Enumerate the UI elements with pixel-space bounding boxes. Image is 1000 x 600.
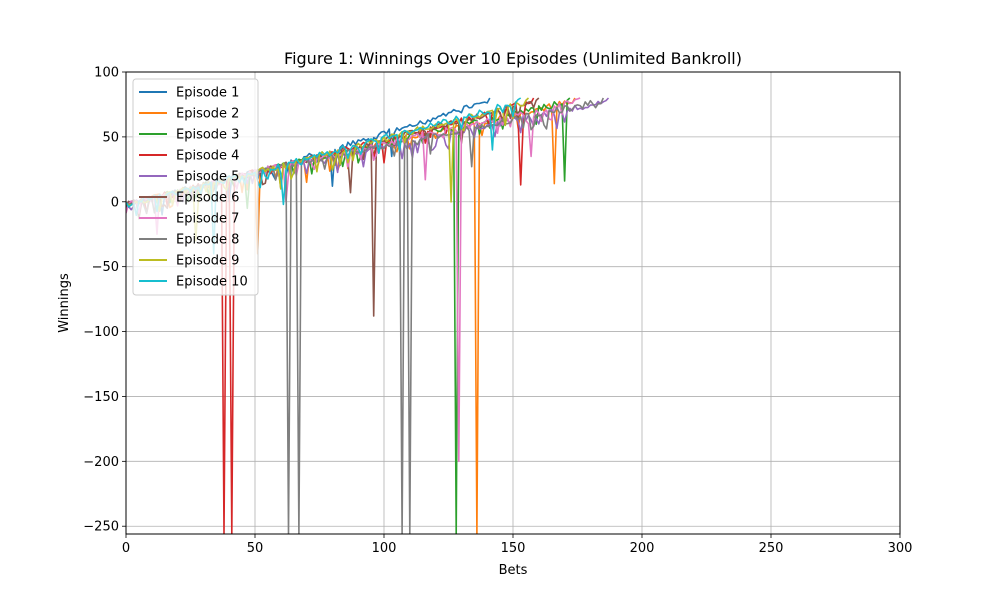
- y-axis-label: Winnings: [57, 273, 72, 333]
- ticks: 0 50 100 150 200 250 300 −250 −200 −150 −100 −50 0 50…: [83, 66, 912, 557]
- x-tick-label: 250: [759, 541, 784, 556]
- x-tick-label: 50: [247, 541, 264, 556]
- legend-label: Episode 4: [176, 149, 239, 164]
- x-tick-label: 0: [122, 541, 130, 556]
- x-tick-label: 100: [372, 541, 397, 556]
- legend-label: Episode 6: [176, 191, 239, 206]
- legend-label: Episode 3: [176, 128, 239, 143]
- x-tick-label: 150: [501, 541, 526, 556]
- legend-label: Episode 7: [176, 212, 239, 227]
- x-tick-label: 300: [888, 541, 913, 556]
- y-tick-label: −200: [83, 455, 119, 470]
- legend-label: Episode 8: [176, 233, 239, 248]
- y-tick-label: −250: [83, 520, 119, 535]
- legend-label: Episode 10: [176, 275, 248, 290]
- legend: Episode 1 Episode 2 Episode 3 Episode 4 Epis…: [132, 78, 259, 296]
- legend-label: Episode 9: [176, 254, 239, 269]
- y-tick-label: −100: [83, 325, 119, 340]
- x-axis-label: Bets: [499, 563, 528, 578]
- y-tick-label: −150: [83, 390, 119, 405]
- y-tick-label: −50: [92, 260, 119, 275]
- x-tick-label: 200: [630, 541, 655, 556]
- y-tick-label: 0: [111, 195, 119, 210]
- y-tick-label: 50: [102, 130, 119, 145]
- chart-title: Figure 1: Winnings Over 10 Episodes (Unl…: [284, 49, 742, 68]
- legend-label: Episode 1: [176, 86, 239, 101]
- legend-label: Episode 5: [176, 170, 239, 185]
- legend-label: Episode 2: [176, 107, 239, 122]
- y-tick-label: 100: [94, 66, 119, 81]
